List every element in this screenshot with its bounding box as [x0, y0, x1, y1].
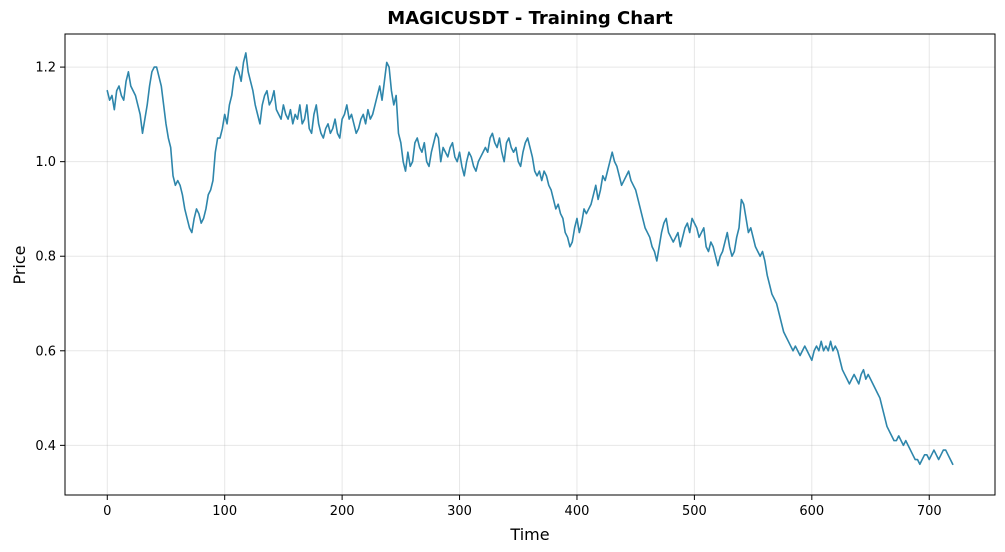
y-axis-label: Price: [10, 245, 29, 284]
x-tick-label: 100: [212, 504, 237, 519]
grid-layer: [65, 34, 995, 495]
x-tick-label: 700: [917, 504, 942, 519]
x-tick-label: 400: [565, 504, 590, 519]
y-tick-label: 0.8: [35, 250, 56, 265]
y-tick-label: 0.6: [35, 344, 56, 359]
x-tick-label: 300: [447, 504, 472, 519]
chart-title: MAGICUSDT - Training Chart: [387, 8, 673, 29]
y-tick-label: 0.4: [35, 439, 56, 454]
line-layer: [106, 52, 954, 466]
y-tick-label: 1.2: [35, 61, 56, 76]
plot-frame: [64, 33, 996, 496]
x-tick-label: 600: [799, 504, 824, 519]
x-tick-label: 0: [103, 504, 111, 519]
x-tick-label: 500: [682, 504, 707, 519]
tick-layer: 0 100 200 300 400 500 600 700 0.4 0.6 0.8 1.0 1.2: [35, 61, 941, 519]
x-tick-label: 200: [330, 504, 355, 519]
x-axis-label: Time: [509, 525, 549, 544]
price-line: [106, 52, 954, 466]
y-tick-label: 1.0: [35, 155, 56, 170]
